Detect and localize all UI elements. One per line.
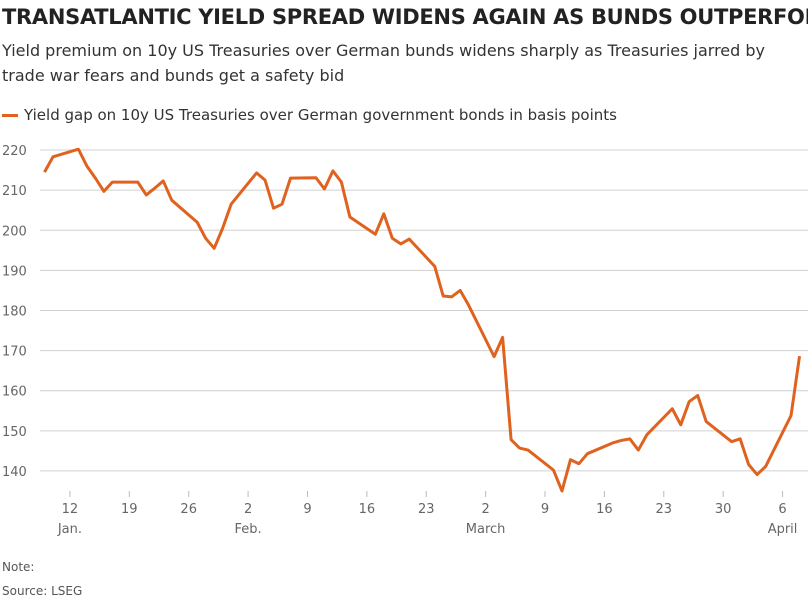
x-tick-label: 12 bbox=[62, 502, 79, 517]
x-tick-label: 2 bbox=[481, 502, 489, 517]
legend: Yield gap on 10y US Treasuries over Germ… bbox=[2, 106, 617, 124]
y-tick-label: 200 bbox=[2, 224, 27, 239]
x-tick-label: 16 bbox=[596, 502, 613, 517]
y-tick-label: 180 bbox=[2, 304, 27, 319]
y-tick-label: 210 bbox=[2, 184, 27, 199]
x-tick-label: 23 bbox=[418, 502, 435, 517]
x-tick-label: 30 bbox=[715, 502, 732, 517]
chart-title: TRANSATLANTIC YIELD SPREAD WIDENS AGAIN … bbox=[2, 5, 808, 29]
x-tick-label: 23 bbox=[656, 502, 673, 517]
y-tick-label: 220 bbox=[2, 144, 27, 159]
x-month-label: Jan. bbox=[57, 522, 82, 537]
x-tick-label: 2 bbox=[244, 502, 252, 517]
source: Source: LSEG bbox=[2, 584, 83, 598]
legend-label: Yield gap on 10y US Treasuries over Germ… bbox=[24, 106, 617, 124]
y-tick-label: 170 bbox=[2, 345, 27, 360]
chart-subtitle: Yield premium on 10y US Treasuries over … bbox=[2, 41, 766, 85]
x-tick-label: 9 bbox=[541, 502, 549, 517]
y-tick-label: 190 bbox=[2, 264, 27, 279]
x-month-label: March bbox=[466, 522, 506, 537]
x-tick-label: 9 bbox=[303, 502, 311, 517]
x-month-label: April bbox=[768, 522, 798, 537]
note: Note: bbox=[2, 560, 35, 574]
x-month-label: Feb. bbox=[235, 522, 262, 537]
x-tick-label: 6 bbox=[778, 502, 786, 517]
data-line bbox=[43, 147, 802, 493]
x-tick-label: 26 bbox=[180, 502, 197, 517]
legend-swatch bbox=[2, 113, 18, 117]
y-tick-label: 160 bbox=[2, 385, 27, 400]
y-tick-label: 150 bbox=[2, 425, 27, 440]
x-tick-label: 16 bbox=[359, 502, 376, 517]
x-tick-label: 19 bbox=[121, 502, 138, 517]
y-tick-label: 140 bbox=[2, 465, 27, 480]
